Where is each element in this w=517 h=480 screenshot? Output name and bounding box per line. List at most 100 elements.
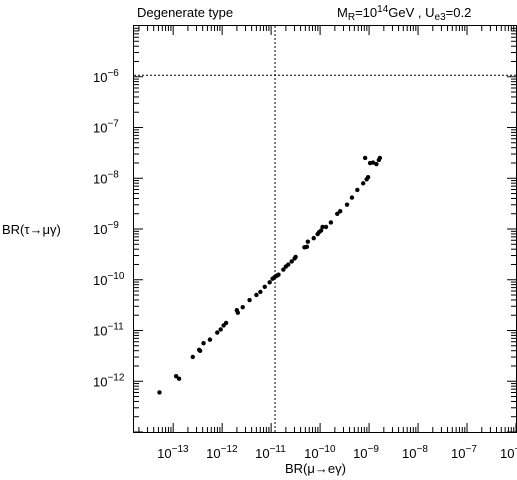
y-tick-label: 10−7 — [93, 119, 119, 136]
x-tick-exp: −6 — [514, 444, 517, 455]
data-point — [293, 254, 298, 260]
y-tick-base: 10 — [93, 222, 107, 237]
data-point — [320, 224, 325, 230]
x-tick-base: 10 — [451, 446, 465, 461]
x-tick-base: 10 — [157, 446, 171, 461]
data-point — [311, 235, 316, 241]
data-point — [365, 175, 371, 180]
data-point — [337, 209, 343, 214]
data-point — [215, 330, 220, 335]
data-point — [207, 337, 213, 342]
title-m-unit: GeV , — [388, 5, 425, 20]
reference-lines — [134, 26, 516, 432]
data-point — [304, 244, 310, 249]
data-point — [247, 297, 252, 303]
x-tick-base: 10 — [206, 446, 220, 461]
data-point — [335, 211, 340, 216]
x-tick-label: 10−7 — [451, 444, 477, 461]
x-tick-exp: −7 — [465, 444, 477, 455]
data-point — [370, 160, 376, 165]
data-point — [176, 376, 182, 381]
x-tick-base: 10 — [304, 446, 318, 461]
x-tick-exp: −13 — [172, 444, 189, 455]
data-point — [355, 187, 360, 193]
data-point — [201, 340, 206, 346]
data-point — [262, 284, 267, 290]
x-tick-base: 10 — [353, 446, 367, 461]
x-tick-exp: −10 — [319, 444, 336, 455]
data-point — [234, 308, 240, 313]
data-point — [283, 264, 289, 269]
y-tick-exp: −12 — [107, 372, 124, 383]
data-points — [157, 155, 383, 395]
data-point — [305, 239, 311, 244]
data-point — [377, 155, 383, 161]
y-tick-label: 10−9 — [93, 220, 119, 237]
y-tick-base: 10 — [93, 273, 107, 288]
data-point — [276, 272, 281, 277]
data-point — [223, 320, 229, 326]
data-point — [349, 195, 355, 200]
data-point — [328, 220, 334, 225]
title-m-eq: =10 — [355, 5, 377, 20]
title-u-eq: =0.2 — [446, 5, 472, 20]
data-point — [344, 202, 350, 207]
data-point — [361, 181, 366, 186]
x-tick-exp: −9 — [368, 444, 380, 455]
data-point — [197, 348, 203, 353]
title-u-sub: e3 — [435, 12, 447, 23]
y-axis-label: BR(τ→μγ) — [2, 222, 61, 237]
title-u-base: U — [425, 5, 434, 20]
y-tick-base: 10 — [93, 121, 107, 136]
data-point — [323, 224, 329, 230]
y-tick-label: 10−6 — [93, 68, 119, 85]
plot-frame — [133, 25, 517, 433]
x-tick-exp: −8 — [417, 444, 429, 455]
data-point — [157, 390, 162, 395]
chart-title-right: MR=1014GeV , Ue3=0.2 — [337, 4, 471, 23]
x-tick-label: 10−10 — [304, 444, 336, 461]
title-m-base: M — [337, 5, 348, 20]
x-tick-label: 10−9 — [353, 444, 379, 461]
x-axis-label: BR(μ→eγ) — [285, 461, 346, 476]
y-tick-label: 10−10 — [93, 271, 125, 288]
title-m-sup: 14 — [377, 4, 389, 15]
x-tick-label: 10−11 — [255, 444, 286, 461]
x-tick-exp: −12 — [221, 444, 238, 455]
y-tick-base: 10 — [93, 171, 107, 186]
y-tick-base: 10 — [93, 324, 107, 339]
axis-ticks — [134, 26, 517, 433]
chart-title-left: Degenerate type — [137, 5, 233, 20]
title-m-sub: R — [348, 12, 355, 23]
data-point — [173, 373, 179, 379]
x-tick-base: 10 — [402, 446, 416, 461]
y-tick-exp: −8 — [107, 169, 119, 180]
data-point — [267, 280, 272, 285]
y-tick-label: 10−8 — [93, 169, 119, 186]
data-point — [240, 304, 245, 310]
data-point — [289, 259, 294, 264]
y-tick-exp: −6 — [107, 68, 119, 79]
x-tick-base: 10 — [255, 446, 269, 461]
x-tick-label: 10−6 — [500, 444, 517, 461]
y-tick-exp: −10 — [107, 271, 124, 282]
data-point — [190, 354, 195, 360]
y-tick-exp: −11 — [107, 322, 124, 333]
data-point — [316, 229, 322, 235]
data-point — [218, 327, 223, 332]
x-tick-label: 10−12 — [206, 444, 238, 461]
data-point — [281, 267, 286, 272]
x-tick-exp: −11 — [270, 444, 287, 455]
y-tick-exp: −7 — [107, 119, 119, 130]
x-tick-base: 10 — [500, 446, 514, 461]
y-tick-base: 10 — [93, 70, 107, 85]
y-tick-label: 10−12 — [93, 372, 125, 389]
data-point — [258, 289, 263, 295]
data-point — [374, 161, 379, 167]
data-point — [254, 292, 259, 298]
data-point — [362, 155, 368, 161]
y-tick-label: 10−11 — [93, 322, 124, 339]
x-tick-label: 10−8 — [402, 444, 428, 461]
y-tick-base: 10 — [93, 374, 107, 389]
